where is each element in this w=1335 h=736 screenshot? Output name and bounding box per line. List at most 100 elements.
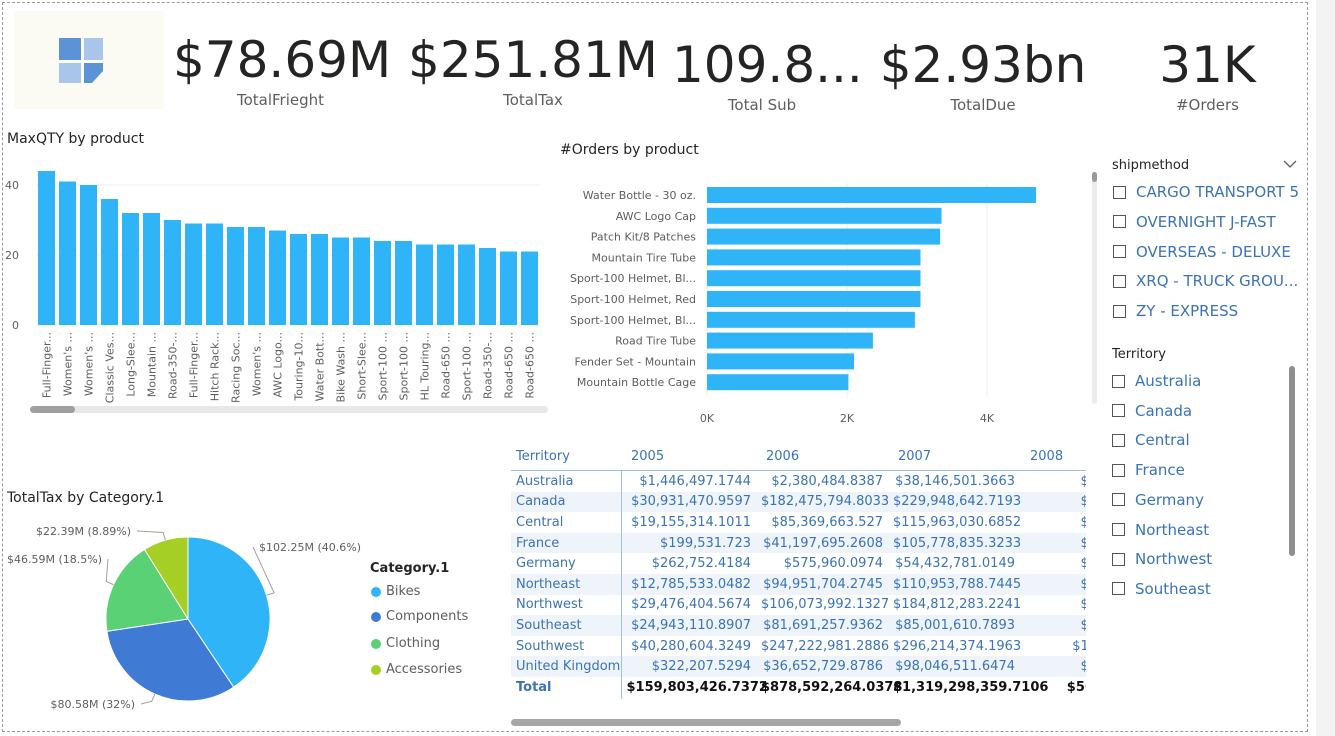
row-header-cell[interactable]: Central [511, 512, 622, 533]
bar[interactable] [707, 249, 921, 266]
shipmethod-item[interactable]: ZY - EXPRESS [1113, 300, 1238, 322]
kpi-value: $251.81M [408, 31, 658, 89]
leader-line [105, 558, 114, 586]
bar[interactable] [122, 213, 139, 325]
bar[interactable] [290, 234, 307, 325]
territory-slicer-title: Territory [1112, 347, 1166, 362]
row-header-cell[interactable]: Australia [511, 470, 622, 492]
bar[interactable] [707, 353, 854, 370]
checkbox[interactable] [1112, 552, 1125, 566]
bar[interactable] [521, 251, 538, 326]
territory-item[interactable]: Australia [1112, 370, 1201, 392]
bar[interactable] [206, 223, 223, 326]
matrix-header-2007[interactable]: 2007 [888, 443, 1020, 471]
bar[interactable] [353, 237, 370, 326]
territory-scroll-thumb[interactable] [1289, 366, 1295, 556]
checkbox[interactable] [1112, 404, 1125, 418]
bar[interactable] [332, 237, 349, 326]
y-tick-label: Patch Kit/8 Patches [591, 231, 696, 244]
bar[interactable] [311, 234, 328, 325]
row-header-cell[interactable]: France [511, 532, 622, 554]
checkbox[interactable] [1113, 245, 1126, 259]
bar[interactable] [707, 332, 873, 349]
row-header-cell[interactable]: United Kingdom [511, 656, 622, 677]
bar[interactable] [707, 187, 1036, 203]
bar[interactable] [227, 227, 244, 325]
bar[interactable] [101, 199, 118, 325]
row-header-cell[interactable]: Germany [511, 553, 622, 574]
bar[interactable] [269, 230, 286, 326]
legend-dot [371, 664, 381, 675]
maxqty-scroll-track[interactable] [30, 406, 548, 413]
territory-item[interactable]: Southeast [1112, 578, 1211, 600]
bar[interactable] [38, 171, 55, 325]
bar[interactable] [164, 220, 181, 325]
checkbox[interactable] [1112, 433, 1125, 447]
row-header-cell[interactable]: Total [511, 676, 622, 699]
bar[interactable] [248, 227, 265, 325]
bar[interactable] [500, 251, 517, 326]
bar[interactable] [185, 223, 202, 326]
page-scrollbar[interactable] [1316, 0, 1335, 736]
row-header-cell[interactable]: Southeast [511, 615, 622, 636]
x-tick-label: Road-350-... [482, 332, 495, 399]
row-header-cell[interactable]: Northeast [511, 573, 622, 595]
territory-item-label: Canada [1135, 401, 1193, 420]
checkbox[interactable] [1112, 374, 1125, 388]
matrix-header-2008[interactable]: 2008 [1020, 443, 1086, 471]
bar[interactable] [458, 244, 475, 326]
checkbox[interactable] [1112, 463, 1125, 477]
checkbox[interactable] [1113, 274, 1126, 288]
y-tick-label: Sport-100 Helmet, Bl... [570, 272, 696, 285]
pie-slice[interactable] [143, 536, 189, 621]
bar[interactable] [143, 213, 160, 325]
leader-line [140, 693, 156, 705]
y-tick-label: AWC Logo Cap [616, 210, 696, 223]
orders-scroll-track[interactable] [1092, 172, 1097, 404]
shipmethod-item[interactable]: XRQ - TRUCK GROU... [1113, 270, 1298, 292]
shipmethod-item[interactable]: CARGO TRANSPORT 5 [1113, 181, 1299, 203]
territory-item[interactable]: Canada [1112, 400, 1192, 422]
row-header-cell[interactable]: Canada [511, 491, 622, 513]
bar[interactable] [707, 374, 849, 391]
territory-item[interactable]: Central [1112, 429, 1190, 451]
checkbox[interactable] [1112, 523, 1125, 536]
territory-item[interactable]: France [1112, 459, 1185, 481]
matrix-header-territory[interactable]: Territory [511, 443, 621, 471]
bar[interactable] [707, 311, 915, 328]
checkbox[interactable] [1113, 185, 1126, 199]
pie-slice[interactable] [187, 536, 271, 688]
territory-item[interactable]: Northeast [1112, 519, 1209, 541]
shipmethod-item[interactable]: OVERNIGHT J-FAST [1113, 211, 1276, 233]
bar[interactable] [374, 241, 391, 325]
bar[interactable] [707, 228, 941, 245]
checkbox[interactable] [1112, 582, 1125, 596]
value-cell: $182,475,794.8033 [756, 491, 889, 513]
maxqty-scroll-thumb[interactable] [30, 406, 75, 413]
matrix-header-2005[interactable]: 2005 [621, 443, 756, 471]
territory-item[interactable]: Germany [1112, 489, 1204, 511]
x-tick-label: Road-650 ... [440, 332, 453, 399]
matrix-scroll-thumb[interactable] [511, 719, 901, 726]
bar[interactable] [479, 248, 496, 325]
bar[interactable] [437, 244, 454, 326]
row-header-cell[interactable]: Southwest [511, 635, 622, 657]
bar[interactable] [416, 244, 433, 326]
pie-slice[interactable] [105, 548, 189, 632]
bar[interactable] [395, 241, 412, 325]
pie-slice[interactable] [106, 618, 235, 702]
territory-item[interactable]: Northwest [1112, 548, 1212, 570]
bar[interactable] [707, 291, 921, 307]
checkbox[interactable] [1113, 304, 1126, 318]
chevron-down-icon[interactable] [1283, 159, 1297, 169]
shipmethod-item[interactable]: OVERSEAS - DELUXE [1113, 241, 1291, 263]
bar[interactable] [80, 185, 97, 325]
matrix-header-2006[interactable]: 2006 [756, 443, 888, 471]
bar[interactable] [707, 207, 942, 224]
orders-scroll-thumb[interactable] [1092, 172, 1097, 182]
checkbox[interactable] [1112, 493, 1125, 507]
checkbox[interactable] [1113, 215, 1126, 229]
bar[interactable] [59, 181, 76, 326]
row-header-cell[interactable]: Northwest [511, 594, 622, 616]
bar[interactable] [707, 270, 921, 287]
